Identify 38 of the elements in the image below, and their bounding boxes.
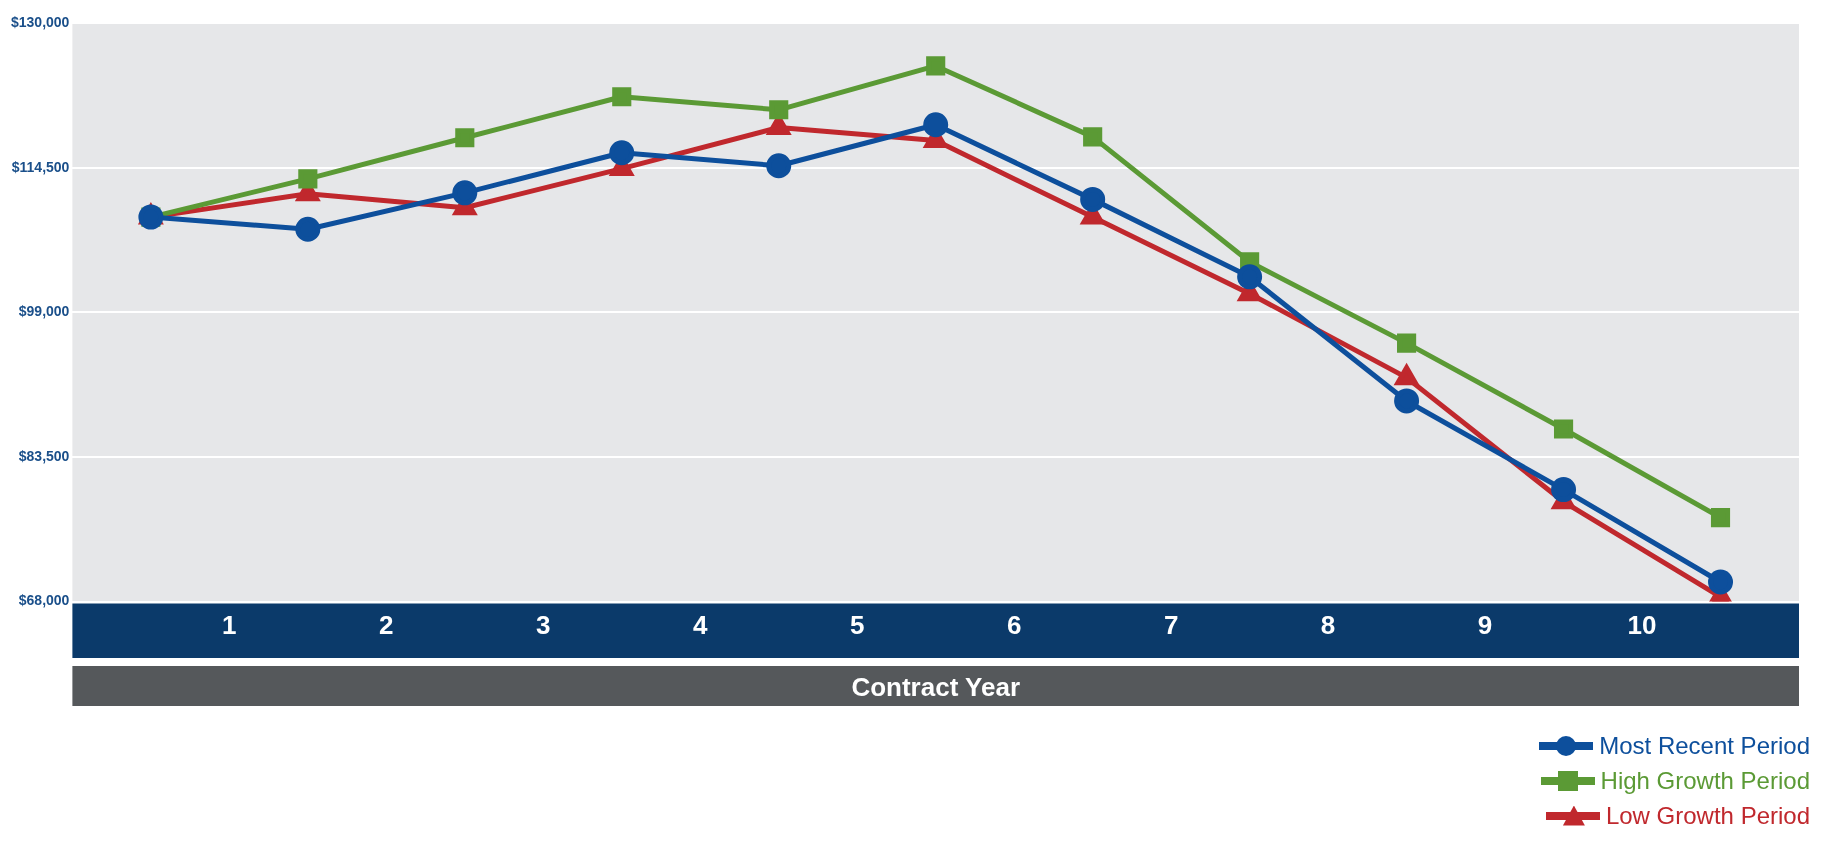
point xyxy=(1551,477,1577,503)
x-tick-label: 4 xyxy=(693,610,709,641)
point xyxy=(609,140,635,166)
point xyxy=(1710,508,1731,528)
legend-label: High Growth Period xyxy=(1600,766,1810,795)
y-tick-label: $99,000 xyxy=(18,303,70,320)
point xyxy=(452,180,478,206)
point xyxy=(1394,388,1420,414)
y-tick-label: $130,000 xyxy=(10,13,70,30)
legend-label: Low Growth Period xyxy=(1605,801,1810,830)
x-tick-label: 10 xyxy=(1627,610,1657,641)
x-axis-title: Contract Year xyxy=(851,671,1020,702)
point xyxy=(1080,186,1106,212)
x-tick-label: 8 xyxy=(1320,610,1336,641)
point xyxy=(923,112,949,138)
x-tick-label: 6 xyxy=(1006,610,1022,641)
point xyxy=(1708,569,1734,595)
y-tick-label: $68,000 xyxy=(18,592,70,609)
point xyxy=(1397,333,1417,353)
point xyxy=(766,153,792,179)
x-tick-label: 7 xyxy=(1163,610,1179,641)
x-tick-label: 1 xyxy=(222,610,237,641)
point xyxy=(769,100,789,120)
legend-label: Most Recent Period xyxy=(1599,731,1810,760)
x-tick-label: 5 xyxy=(849,610,865,641)
x-tick-label: 9 xyxy=(1477,610,1493,641)
point xyxy=(298,169,318,189)
point xyxy=(612,87,632,107)
point xyxy=(1553,419,1574,439)
point xyxy=(295,216,321,242)
point xyxy=(455,128,475,148)
point xyxy=(1237,264,1263,290)
point xyxy=(926,56,946,76)
x-tick-label: 2 xyxy=(379,610,394,641)
point xyxy=(1083,127,1103,147)
y-tick-label: $83,500 xyxy=(18,447,70,464)
x-tick-label: 3 xyxy=(536,610,551,641)
y-tick-label: $114,500 xyxy=(11,158,70,175)
